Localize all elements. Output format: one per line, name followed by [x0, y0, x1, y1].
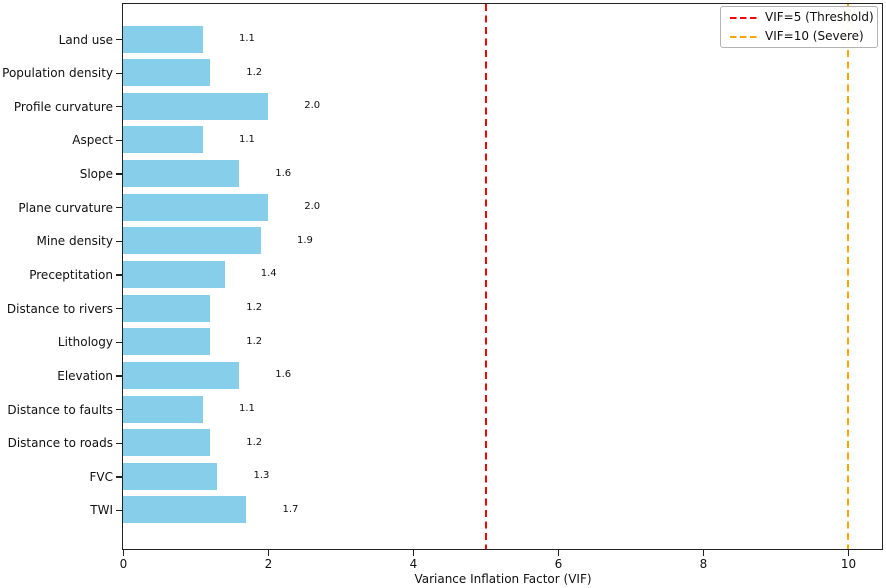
bar-value-label: 1.1: [239, 133, 255, 145]
bar-value-label: 1.2: [246, 302, 263, 314]
y-tick-label: Profile curvature: [13, 99, 113, 114]
y-tick-label: Preceptitation: [29, 267, 113, 282]
bar-distance-to-faults: [123, 395, 203, 423]
x-tick-label: 0: [119, 557, 128, 571]
bar-value-label: 1.4: [260, 268, 277, 280]
x-tick-label: 6: [554, 557, 563, 571]
y-tick-mark: [116, 139, 123, 142]
bar-value-label: 2.0: [304, 201, 321, 213]
plot-area: 1.1 1.2 2.0 1.1 1.6 2.0 1.9 1.4 1.2 1.2 1.6 1.1 1.2 1…: [122, 3, 883, 550]
reference-line-vif-5: [484, 4, 487, 549]
y-tick-label: Aspect: [72, 133, 113, 148]
y-tick-mark: [116, 341, 123, 343]
orange-dashed-line-icon: [730, 35, 757, 38]
bar-aspect: [123, 126, 203, 154]
bar-value-label: 1.2: [246, 436, 263, 448]
bar-value-label: 1.6: [275, 369, 292, 381]
x-tick-mark: [267, 550, 270, 556]
y-tick-mark: [116, 408, 123, 411]
legend-row-severe: VIF=10 (Severe): [721, 29, 877, 44]
bar-value-label: 1.3: [253, 470, 270, 482]
y-tick-mark: [116, 173, 123, 175]
bar-distance-to-rivers: [123, 294, 210, 322]
bar-twi: [123, 496, 247, 524]
y-tick-label: Land use: [58, 32, 113, 47]
x-tick-label: 10: [840, 557, 857, 571]
bar-value-label: 1.2: [246, 335, 263, 347]
x-tick-label: 8: [699, 557, 708, 571]
y-tick-mark: [116, 106, 123, 108]
bar-value-label: 1.1: [239, 33, 255, 44]
x-tick-label: 2: [264, 557, 273, 571]
red-dashed-line-icon: [730, 16, 757, 19]
bar-value-label: 1.9: [297, 234, 313, 246]
x-tick-mark: [122, 550, 125, 556]
bar-mine-density: [123, 227, 261, 255]
y-tick-label: FVC: [89, 469, 114, 484]
x-axis-title: Variance Inflation Factor (VIF): [414, 572, 592, 586]
bar-distance-to-roads: [123, 429, 210, 457]
y-tick-mark: [116, 308, 123, 310]
legend: VIF=5 (Threshold) VIF=10 (Severe): [720, 6, 878, 48]
y-tick-label: Mine density: [36, 234, 114, 249]
y-tick-mark: [116, 476, 123, 478]
bar-land-use: [123, 25, 203, 53]
y-tick-mark: [116, 240, 123, 243]
y-tick-mark: [116, 207, 123, 209]
x-tick-label: 4: [409, 557, 418, 571]
y-tick-mark: [116, 274, 123, 276]
bar-population-density: [123, 59, 210, 87]
legend-label-threshold: VIF=5 (Threshold): [765, 10, 874, 24]
legend-label-severe: VIF=10 (Severe): [765, 29, 864, 43]
y-tick-label: Plane curvature: [18, 200, 113, 215]
bar-profile-curvature: [123, 92, 268, 120]
legend-row-threshold: VIF=5 (Threshold): [721, 10, 877, 25]
bar-value-label: 1.7: [282, 503, 299, 515]
x-tick-mark: [557, 550, 560, 556]
y-tick-label: Distance to rivers: [6, 301, 113, 316]
y-tick-label: Elevation: [57, 368, 113, 383]
x-tick-mark: [702, 550, 705, 556]
y-tick-mark: [116, 72, 123, 74]
y-tick-label: Lithology: [57, 335, 113, 350]
y-tick-label: Distance to faults: [7, 402, 113, 417]
y-tick-mark: [116, 442, 123, 444]
bar-value-label: 1.1: [239, 403, 255, 415]
bar-slope: [123, 160, 239, 188]
bar-plane-curvature: [123, 193, 268, 221]
bar-fvc: [123, 462, 218, 490]
y-tick-label: TWI: [90, 503, 113, 518]
y-tick-mark: [116, 509, 123, 512]
bar-value-label: 1.2: [246, 66, 263, 78]
bar-lithology: [123, 328, 210, 356]
bar-value-label: 1.6: [275, 167, 292, 179]
bar-preceptitation: [123, 260, 225, 288]
y-tick-label: Slope: [79, 167, 113, 182]
x-tick-mark: [847, 550, 850, 556]
x-tick-mark: [412, 550, 415, 556]
y-tick-label: Population density: [2, 66, 113, 81]
bar-value-label: 2.0: [304, 100, 321, 112]
bar-elevation: [123, 361, 239, 389]
y-tick-label: Distance to roads: [7, 436, 113, 451]
y-tick-mark: [116, 38, 123, 41]
reference-line-vif-10: [847, 4, 849, 549]
y-tick-mark: [116, 375, 123, 377]
